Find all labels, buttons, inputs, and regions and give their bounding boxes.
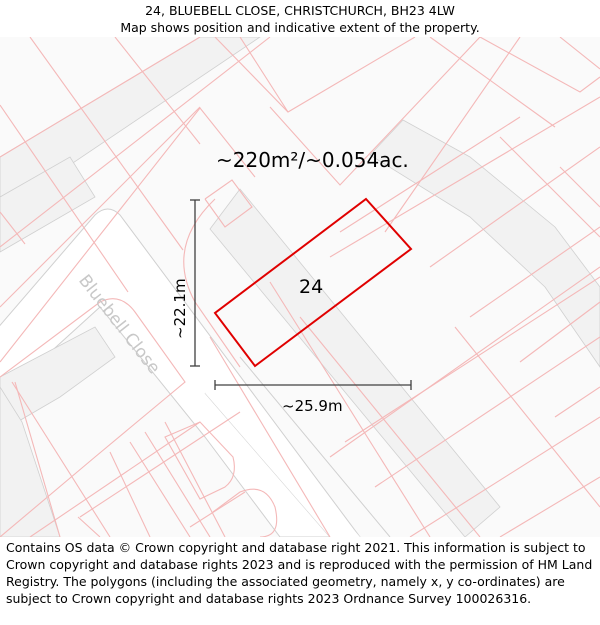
property-address: 24, BLUEBELL CLOSE, CHRISTCHURCH, BH23 4… xyxy=(145,3,455,18)
area-label: ~220m²/~0.054ac. xyxy=(216,148,409,172)
width-dimension-line xyxy=(214,380,412,390)
plot-number-label: 24 xyxy=(299,276,324,298)
height-dimension-label: ~22.1m xyxy=(171,278,189,339)
map-subtitle: Map shows position and indicative extent… xyxy=(120,20,480,35)
property-outline xyxy=(213,197,413,368)
property-map[interactable]: Bluebell Close ~220m²/~0.054ac. 24 ~25.9… xyxy=(0,37,600,537)
height-dimension-line xyxy=(190,199,200,367)
width-dimension-label: ~25.9m xyxy=(282,397,343,415)
height-dimension-label-wrap: ~22.1m xyxy=(170,278,190,397)
property-boundaries xyxy=(0,37,600,537)
map-canvas xyxy=(0,37,600,537)
map-header: 24, BLUEBELL CLOSE, CHRISTCHURCH, BH23 4… xyxy=(0,0,600,38)
attribution-text: Contains OS data © Crown copyright and d… xyxy=(6,540,593,606)
